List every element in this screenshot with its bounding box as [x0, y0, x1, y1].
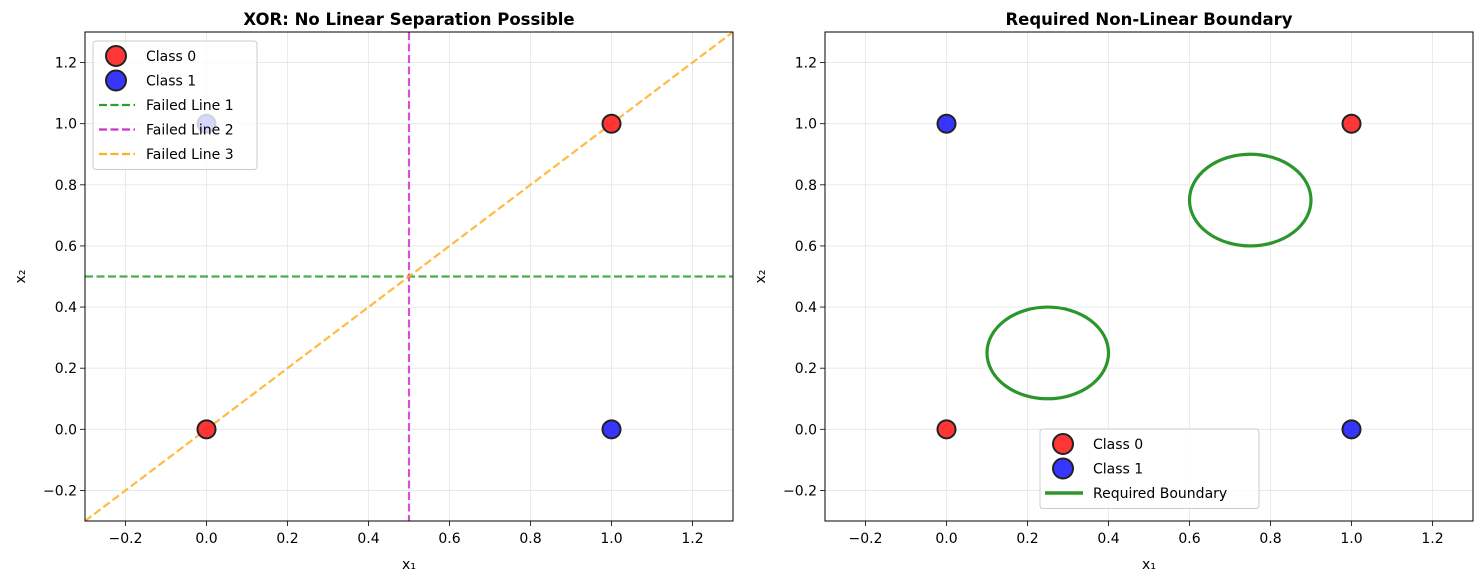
axes-frame	[824, 31, 1474, 522]
y-tick-label: 0.6	[795, 239, 817, 255]
y-tick-label: −0.2	[43, 483, 77, 499]
point-class-1	[936, 113, 957, 134]
chart-1: −0.2 0.0 0.2 0.4 0.6 0.8 1.0 1.2 −0.2 0.0 0.2 0.4 0.…	[13, 10, 734, 573]
legend-label: Required Boundary	[1093, 486, 1227, 502]
x-axis-label: x₁	[402, 557, 416, 573]
y-axis-label: x₂	[13, 270, 29, 284]
x-tick-label: 0.2	[276, 531, 298, 547]
point-class-0	[601, 113, 622, 134]
legend-label: Class 0	[146, 49, 196, 65]
legend-marker	[105, 45, 127, 67]
y-tick-label: 1.2	[795, 56, 817, 72]
plot-area	[936, 113, 1362, 440]
x-tick-label: 0.6	[1178, 531, 1200, 547]
x-tick-label: 0.0	[935, 531, 957, 547]
y-tick-label: 0.2	[795, 361, 817, 377]
x-tick-label: 0.8	[519, 531, 541, 547]
x-axis-label: x₁	[1142, 557, 1156, 573]
legend-item: Class 1	[1052, 457, 1143, 480]
x-tick-label: −0.2	[849, 531, 883, 547]
legend-item: Class 1	[105, 69, 196, 92]
legend-item: Failed Line 3	[99, 147, 234, 163]
x-tick-label: 0.2	[1016, 531, 1038, 547]
legend-label: Failed Line 2	[146, 123, 234, 139]
legend-item: Failed Line 1	[99, 98, 234, 114]
failed-line-3	[85, 32, 733, 521]
y-tick-label: 0.2	[55, 361, 77, 377]
y-tick-label: 0.4	[55, 300, 77, 316]
legend-marker	[1052, 457, 1074, 480]
y-axis-label: x₂	[753, 270, 769, 284]
legend-box	[1039, 428, 1260, 509]
x-tick-label: 0.8	[1259, 531, 1281, 547]
x-tick-label: 1.0	[600, 531, 622, 547]
point-class-1	[601, 419, 622, 440]
y-tick-label: 1.2	[55, 56, 77, 72]
legend-item: Required Boundary	[1045, 486, 1227, 502]
legend-item: Class 0	[105, 45, 196, 67]
legend-marker	[105, 69, 127, 92]
legend: Class 0 Class 1 Required Boundary	[1039, 428, 1260, 509]
x-tick-label: 0.6	[438, 531, 460, 547]
legend-label: Failed Line 3	[146, 147, 234, 163]
chart-title: Required Non-Linear Boundary	[1005, 10, 1292, 29]
axes-frame	[84, 31, 734, 522]
x-tick-label: 1.2	[681, 531, 703, 547]
legend-item: Failed Line 2	[99, 123, 234, 139]
legend-marker	[1052, 433, 1074, 455]
legend-label: Failed Line 1	[146, 98, 234, 114]
y-tick-label: 0.8	[55, 178, 77, 194]
x-tick-label: −0.2	[109, 531, 143, 547]
point-class-0	[1341, 113, 1362, 134]
legend-box	[92, 40, 258, 170]
y-tick-label: −0.2	[783, 483, 817, 499]
y-tick-label: 0.4	[795, 300, 817, 316]
y-tick-label: 1.0	[55, 117, 77, 133]
legend-item: Class 0	[1052, 433, 1143, 455]
legend-label: Class 0	[1093, 437, 1143, 453]
chart-2: −0.2 0.0 0.2 0.4 0.6 0.8 1.0 1.2 −0.2 0.0 0.2 0.4 0.…	[753, 10, 1474, 573]
point-class-0	[936, 419, 957, 440]
y-tick-label: 0.0	[795, 422, 817, 438]
y-tick-label: 1.0	[795, 117, 817, 133]
x-tick-label: 0.0	[195, 531, 217, 547]
y-tick-label: 0.0	[55, 422, 77, 438]
required-boundary-circle	[985, 305, 1111, 401]
y-tick-label: 0.6	[55, 239, 77, 255]
point-class-0	[196, 419, 217, 440]
legend-label: Class 1	[1093, 462, 1143, 478]
legend-label: Class 1	[146, 74, 196, 90]
x-tick-label: 0.4	[357, 531, 379, 547]
required-boundary-circle	[1187, 152, 1313, 248]
legend: Class 0 Class 1 Failed Line 1 Failed Line 2…	[92, 40, 258, 170]
point-class-1	[1341, 419, 1362, 440]
x-tick-label: 0.4	[1097, 531, 1119, 547]
x-tick-label: 1.0	[1340, 531, 1362, 547]
x-tick-label: 1.2	[1421, 531, 1443, 547]
y-tick-label: 0.8	[795, 178, 817, 194]
chart-title: XOR: No Linear Separation Possible	[243, 10, 574, 29]
